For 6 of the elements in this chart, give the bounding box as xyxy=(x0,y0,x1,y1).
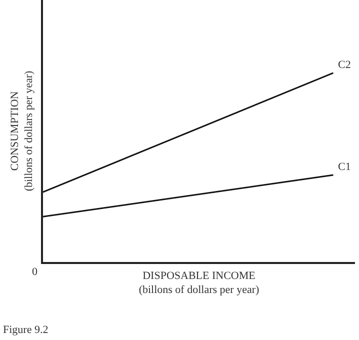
series-label: C2 xyxy=(338,59,351,71)
y-axis-title: CONSUMPTION (billons of dollars per year) xyxy=(8,70,36,192)
text: 0 xyxy=(32,266,38,278)
caption: Figure 9.2 xyxy=(3,324,48,336)
x-axis-title: DISPOSABLE INCOME (billons of dollars per year) xyxy=(138,270,260,296)
series-label: C1 xyxy=(338,161,351,173)
